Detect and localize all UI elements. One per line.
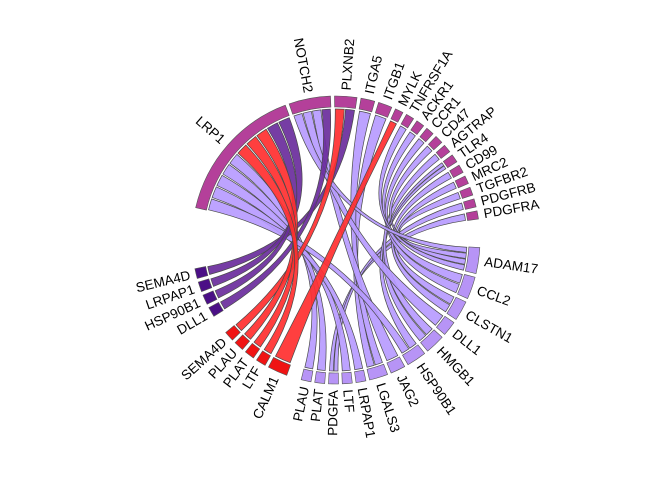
sector-ccr1-8 [419,127,434,143]
link-ccl2-ccr1 [384,138,460,294]
sector-tnfrsf1a-10 [400,114,414,129]
link-hsp90b1-lrp1 [214,122,298,299]
sector-lrpap1-30 [354,369,367,383]
label-plau-26: PLAU [290,385,312,423]
link-plat-lrp1 [222,163,327,371]
label-lrp1-16: LRP1 [193,113,228,147]
label-adam17-38: ADAM17 [483,254,539,277]
sector-ccl2-37 [457,274,476,299]
sector-hsp90b1-19 [202,290,218,305]
label-pdgfa-28: PDGFA [325,390,341,436]
sector-hmgb1-34 [420,329,443,352]
sector-pdgfra-0 [465,210,479,221]
label-ccl2-37: CCL2 [475,283,513,309]
link-hsp90b1-lrp1 [208,198,410,354]
label-lgals3-31: LGALS3 [373,381,402,434]
link-sema4d-plxnb2 [235,108,345,332]
sector-itgb1-12 [374,102,393,118]
link-plat-lrp1 [246,136,298,348]
label-ltf-29: LTF [340,389,357,413]
sector-plat-27 [314,371,326,384]
sector-ackr1-9 [410,120,425,135]
link-calm1-mylk [274,120,397,364]
sector-plau-26 [300,368,314,383]
label-lrpap1-30: LRPAP1 [355,386,379,439]
sector-pdgfa-28 [328,372,339,385]
sector-lrpap1-18 [197,278,213,292]
sector-hsp90b1-33 [402,344,426,366]
link-clstn1-cd99 [391,171,452,313]
sector-agtrap-6 [435,144,451,159]
link-ltf-lrp1 [216,174,351,372]
label-itga5-13: ITGA5 [362,54,385,95]
sector-plau-22 [234,334,251,350]
sector-calm1-25 [267,357,291,376]
link-clstn1-mrc2 [393,181,457,305]
sector-pdgfrb-1 [463,198,477,210]
link-lrpap1-lrp1 [210,117,303,287]
sector-cd99-4 [449,164,464,178]
link-dll1-notch2 [302,110,444,326]
sector-lgals3-31 [366,363,388,381]
sector-tgfbr2-2 [459,186,474,199]
sector-sema4d-21 [225,325,241,341]
sector-lrp1-16 [195,104,290,211]
sector-ltf-29 [341,371,353,385]
sector-sema4d-17 [194,266,209,279]
sector-jag2-32 [386,356,406,374]
sector-mrc2-3 [454,175,469,189]
link-plau-lrp1 [244,128,298,340]
link-hmgb1-agtrap [383,153,440,336]
link-ltf-lrp1 [237,144,299,355]
sector-notch2-15 [288,95,332,115]
sector-mylk-11 [390,108,404,123]
link-plau-lrp1 [229,153,318,370]
ribbon-layer [207,108,468,372]
sector-plat-23 [244,342,261,359]
sector-dll1-20 [208,302,224,317]
link-adam17-notch2 [293,113,468,253]
label-notch2-15: NOTCH2 [291,37,316,94]
sector-layer [194,95,481,385]
sector-cd47-7 [427,135,443,151]
label-plxnb2-14: PLXNB2 [339,38,357,91]
link-adam17-cd47 [389,145,466,265]
link-hmgb1-tlr4 [382,162,445,342]
sector-adam17-38 [464,246,481,274]
sector-ltf-24 [256,350,271,366]
sector-itga5-13 [358,97,376,113]
label-jag2-32: JAG2 [394,372,422,409]
label-plat-27: PLAT [308,388,327,422]
link-jag2-notch2 [312,109,399,362]
sector-dll1-35 [435,315,455,335]
sector-tlr4-5 [442,154,458,169]
sector-plxnb2-14 [334,95,358,109]
link-ccl2-ackr1 [381,131,463,284]
sector-clstn1-36 [446,296,467,320]
